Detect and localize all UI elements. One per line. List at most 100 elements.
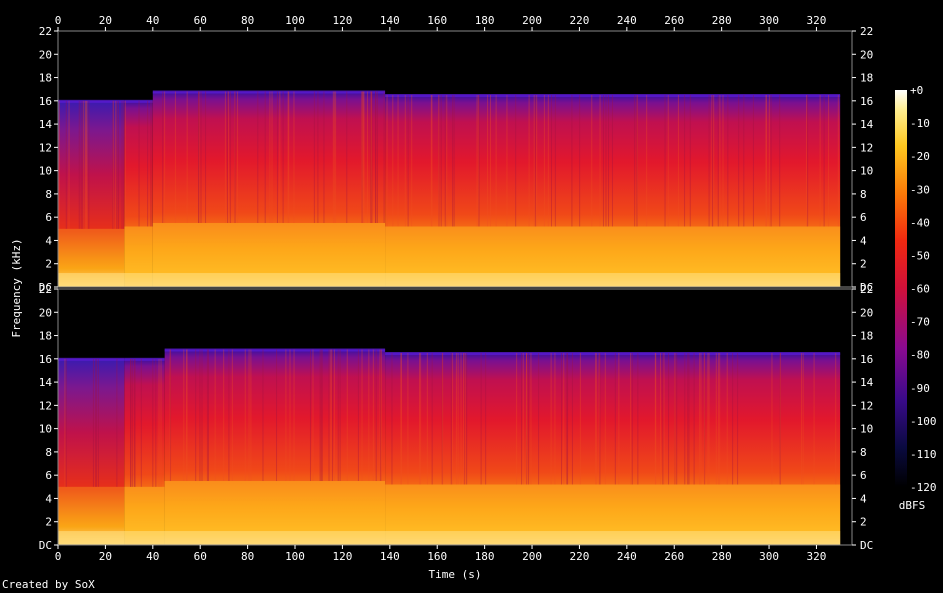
y-tick-label: 8 (860, 188, 867, 201)
y-tick-label: 12 (860, 141, 873, 154)
x-tick-label: 40 (146, 14, 159, 27)
spectrum-segment (58, 358, 125, 545)
y-tick-label: 2 (45, 516, 52, 529)
x-tick-label: 300 (759, 14, 779, 27)
colorbar-tick-label: -10 (910, 117, 930, 130)
x-tick-label: 300 (759, 550, 779, 563)
y-tick-label: 10 (39, 165, 52, 178)
y-tick-label: 4 (45, 234, 52, 247)
x-tick-label: 100 (285, 550, 305, 563)
x-tick-label: 220 (569, 14, 589, 27)
y-tick-label: 2 (45, 258, 52, 271)
channel-2-panel (57, 288, 853, 546)
y-tick-label: 22 (39, 25, 52, 38)
y-tick-label: 18 (39, 330, 52, 343)
y-tick-label: DC (39, 539, 52, 552)
y-tick-label: 6 (860, 211, 867, 224)
x-tick-label: 280 (712, 14, 732, 27)
x-tick-label: 280 (712, 550, 732, 563)
x-tick-label: 80 (241, 550, 254, 563)
y-tick-label: 20 (860, 48, 873, 61)
x-tick-label: 200 (522, 550, 542, 563)
y-tick-label: 8 (45, 188, 52, 201)
x-tick-label: 140 (380, 14, 400, 27)
cutoff-edge (58, 357, 125, 361)
y-tick-label: 6 (45, 211, 52, 224)
low-frequency-band (58, 531, 841, 545)
y-tick-label: 12 (39, 399, 52, 412)
x-tick-label: 40 (146, 550, 159, 563)
plot-frame (57, 288, 853, 546)
y-tick-label: DC (860, 539, 873, 552)
x-axis-label: Time (s) (429, 568, 482, 581)
colorbar-tick-label: -100 (910, 415, 937, 428)
x-tick-label: 0 (55, 14, 62, 27)
x-tick-label: 260 (664, 14, 684, 27)
y-tick-label: 20 (39, 306, 52, 319)
colorbar-tick-label: -40 (910, 216, 930, 229)
x-tick-label: 120 (332, 550, 352, 563)
y-tick-label: 22 (860, 283, 873, 296)
x-tick-label: 180 (475, 550, 495, 563)
colorbar-tick-label: -90 (910, 382, 930, 395)
x-tick-label: 80 (241, 14, 254, 27)
y-tick-label: 12 (860, 399, 873, 412)
cutoff-edge (152, 90, 386, 94)
x-tick-label: 20 (99, 550, 112, 563)
low-frequency-band (58, 273, 841, 287)
y-tick-label: 14 (860, 376, 874, 389)
channel-1-panel (57, 30, 853, 288)
y-tick-label: 2 (860, 258, 867, 271)
y-tick-label: 14 (860, 118, 874, 131)
colorbar: +0 -10 -20 -30 -40 -50 -60 -70 -80 -90 -100 -110 -12… (895, 84, 937, 494)
y-tick-label: 18 (860, 330, 873, 343)
x-tick-label: 20 (99, 14, 112, 27)
y-tick-label: 6 (860, 469, 867, 482)
y-tick-label: 4 (45, 492, 52, 505)
y-tick-label: 16 (39, 353, 52, 366)
x-tick-label: 320 (807, 14, 827, 27)
cutoff-edge (58, 99, 125, 103)
y-tick-label: DC (39, 281, 52, 294)
x-tick-label: 240 (617, 14, 637, 27)
y-tick-label: 22 (860, 25, 873, 38)
cutoff-edge (385, 94, 841, 97)
y-tick-label: 18 (39, 72, 52, 85)
cutoff-edge (124, 357, 165, 361)
y-tick-label: 6 (45, 469, 52, 482)
x-tick-label: 60 (194, 550, 207, 563)
colorbar-gradient (895, 90, 907, 487)
y-tick-label: 16 (39, 95, 52, 108)
x-tick-label: 200 (522, 14, 542, 27)
colorbar-tick-label: -60 (910, 283, 930, 296)
x-tick-label: 140 (380, 550, 400, 563)
x-tick-label: 100 (285, 14, 305, 27)
y-tick-label: 12 (39, 141, 52, 154)
y-tick-label: 4 (860, 492, 867, 505)
x-tick-label: 160 (427, 14, 447, 27)
y-tick-label: 4 (860, 234, 867, 247)
y-tick-label: 10 (39, 423, 52, 436)
y-tick-label: 2 (860, 516, 867, 529)
colorbar-tick-label: -50 (910, 249, 930, 262)
colorbar-tick-label: -110 (910, 448, 937, 461)
x-tick-label: 260 (664, 550, 684, 563)
y-tick-label: 14 (39, 118, 53, 131)
colorbar-tick-label: -120 (910, 481, 937, 494)
credit-text: Created by SoX (2, 578, 95, 591)
colorbar-tick-label: -20 (910, 150, 930, 163)
colorbar-tick-label: -80 (910, 349, 930, 362)
cutoff-edge (385, 352, 841, 355)
x-tick-label: 120 (332, 14, 352, 27)
cutoff-edge (164, 348, 386, 352)
plot-frame (57, 30, 853, 288)
x-tick-label: 220 (569, 550, 589, 563)
y-tick-label: 14 (39, 376, 53, 389)
colorbar-tick-label: -70 (910, 316, 930, 329)
x-tick-label: 160 (427, 550, 447, 563)
colorbar-tick-label: +0 (910, 84, 923, 97)
y-tick-label: 8 (860, 446, 867, 459)
y-tick-label: 20 (39, 48, 52, 61)
cutoff-edge (124, 99, 153, 103)
